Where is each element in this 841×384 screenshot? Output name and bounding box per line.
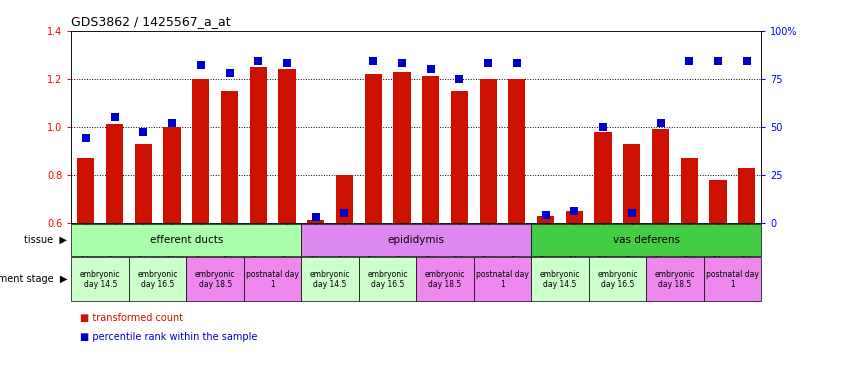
Text: embryonic
day 14.5: embryonic day 14.5 (540, 270, 580, 289)
Point (424, 66, 437, 72)
Bar (336, 175, 353, 223)
Point (510, 60, 524, 66)
Text: efferent ducts: efferent ducts (150, 235, 223, 245)
Point (395, 60, 409, 66)
Text: development stage  ▶: development stage ▶ (0, 274, 67, 285)
Text: embryonic
day 16.5: embryonic day 16.5 (368, 270, 408, 289)
Bar (301, 224, 532, 256)
Bar (129, 257, 187, 301)
Point (653, 120, 667, 126)
Bar (163, 127, 181, 223)
Point (596, 124, 610, 130)
Text: vas deferens: vas deferens (612, 235, 680, 245)
Text: ■ percentile rank within the sample: ■ percentile rank within the sample (80, 332, 257, 342)
Text: ■ transformed count: ■ transformed count (80, 313, 183, 323)
Point (367, 58, 380, 65)
Bar (646, 257, 704, 301)
Bar (508, 79, 526, 223)
Bar (359, 257, 416, 301)
Bar (422, 76, 439, 223)
Bar (71, 224, 301, 256)
Bar (566, 211, 583, 223)
Text: tissue  ▶: tissue ▶ (24, 235, 67, 245)
Bar (250, 67, 267, 223)
Point (79, 135, 93, 141)
Bar (680, 158, 698, 223)
Text: GDS3862 / 1425567_a_at: GDS3862 / 1425567_a_at (71, 15, 231, 28)
Bar (187, 257, 244, 301)
Bar (416, 257, 473, 301)
Bar (135, 144, 152, 223)
Point (711, 58, 725, 65)
Bar (738, 167, 755, 223)
Bar (77, 158, 94, 223)
Bar (192, 79, 209, 223)
Text: embryonic
day 14.5: embryonic day 14.5 (309, 270, 351, 289)
Point (740, 58, 754, 65)
Bar (221, 91, 238, 223)
Bar (451, 91, 468, 223)
Bar (364, 74, 382, 223)
Bar (709, 180, 727, 223)
Point (539, 212, 553, 218)
Bar (652, 129, 669, 223)
Bar (479, 79, 497, 223)
Point (683, 58, 696, 65)
Text: embryonic
day 14.5: embryonic day 14.5 (80, 270, 120, 289)
Point (136, 129, 150, 136)
Text: embryonic
day 18.5: embryonic day 18.5 (195, 270, 235, 289)
Bar (473, 257, 532, 301)
Point (223, 70, 236, 76)
Bar (595, 131, 611, 223)
Point (194, 62, 208, 68)
Point (280, 60, 294, 66)
Point (251, 58, 265, 65)
Point (481, 60, 495, 66)
Bar (301, 257, 359, 301)
Text: embryonic
day 16.5: embryonic day 16.5 (137, 270, 178, 289)
Point (108, 114, 121, 120)
Bar (307, 220, 325, 223)
Bar (537, 215, 554, 223)
Text: embryonic
day 16.5: embryonic day 16.5 (597, 270, 637, 289)
Bar (106, 124, 123, 223)
Point (309, 214, 322, 220)
Bar (623, 144, 640, 223)
Bar (71, 257, 129, 301)
Bar (532, 257, 589, 301)
Text: embryonic
day 18.5: embryonic day 18.5 (654, 270, 696, 289)
Text: epididymis: epididymis (388, 235, 445, 245)
Bar (244, 257, 301, 301)
Point (625, 210, 638, 216)
Bar (394, 71, 410, 223)
Text: embryonic
day 18.5: embryonic day 18.5 (425, 270, 465, 289)
Bar (532, 224, 761, 256)
Text: postnatal day
1: postnatal day 1 (706, 270, 759, 289)
Text: postnatal day
1: postnatal day 1 (476, 270, 529, 289)
Point (452, 76, 466, 82)
Point (568, 208, 581, 214)
Bar (278, 69, 295, 223)
Bar (589, 257, 646, 301)
Point (338, 210, 352, 216)
Point (166, 120, 179, 126)
Bar (704, 257, 761, 301)
Text: postnatal day
1: postnatal day 1 (246, 270, 299, 289)
